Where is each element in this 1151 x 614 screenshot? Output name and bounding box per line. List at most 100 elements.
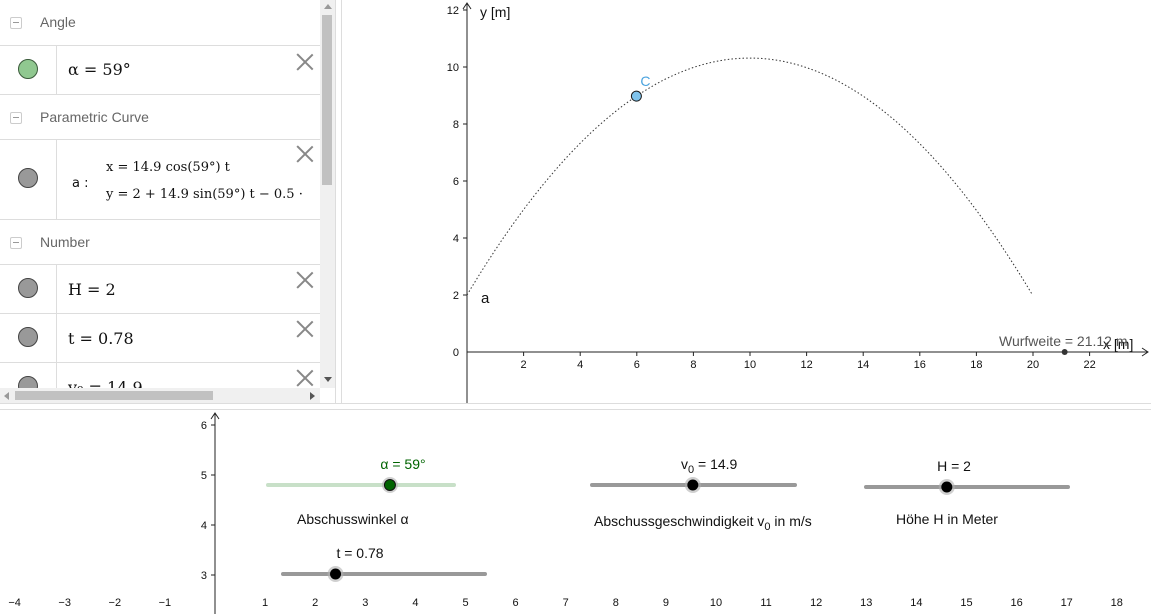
visibility-toggle[interactable] [18,327,38,347]
scroll-down-icon[interactable] [324,377,332,382]
algebra-expression[interactable]: α = 59° [68,60,131,79]
delete-icon[interactable] [296,145,314,163]
wurfweite-label: Wurfweite = 21.12 m [999,333,1128,349]
x-tick-label: 2 [521,359,527,371]
group-number[interactable]: Number [0,219,320,264]
alpha-slider[interactable]: α = 59° Abschusswinkel α [266,456,456,527]
graphics-view-2[interactable]: −4 −3 −2 −1 1 2 3 4 5 6 7 8 9 10 11 12 13 14 15 16 17 183456 … [0,410,1151,614]
collapse-toggle[interactable] [10,17,22,29]
separator [56,46,57,94]
caption-main: Abschussgeschwindigkeit v [594,513,764,529]
group-parametric-curve[interactable]: Parametric Curve [0,94,320,139]
delete-icon[interactable] [296,53,314,71]
y-axis-label: y [m] [480,4,510,20]
curve-x-expression[interactable]: x = 14.9 cos(59°) t [106,160,230,175]
x-tick-label: 2 [312,597,318,609]
algebra-item-alpha[interactable]: α = 59° [0,45,320,94]
slider-knob[interactable] [383,479,396,491]
x-tick-label: 20 [1027,359,1039,371]
x-tick-label: 22 [1083,359,1095,371]
subscript: 0 [764,521,770,533]
scroll-thumb[interactable] [15,391,213,400]
scroll-right-icon[interactable] [310,392,315,400]
landing-point[interactable] [1061,349,1068,355]
x-axis-arrow [1141,347,1149,357]
t-slider[interactable]: t = 0.78 [281,545,487,582]
x-tick-label: 18 [1111,597,1123,609]
x-tick-label: −2 [109,597,122,609]
group-title: Number [40,234,90,250]
scroll-up-icon[interactable] [324,4,332,9]
collapse-toggle[interactable] [10,237,22,249]
v0-slider[interactable]: v0 = 14.9 Abschussgeschwindigkeit v0 in … [590,456,812,533]
separator [56,314,57,362]
slider-caption: Abschussgeschwindigkeit v0 in m/s [594,513,812,533]
x-tick-label: 13 [860,597,872,609]
visibility-toggle[interactable] [18,59,38,79]
caption-rest: in m/s [771,513,812,529]
x-tick-label: −3 [58,597,71,609]
curve-label: a : [72,176,89,191]
x-tick-label: 12 [810,597,822,609]
slider-value-label: H = 2 [937,458,971,474]
algebra-item-t[interactable]: t = 0.78 [0,313,320,362]
subscript: 0 [688,464,694,476]
x-tick-label: 1 [262,597,268,609]
y-tick-label: 8 [453,119,459,131]
x-tick-label: 15 [960,597,972,609]
collapse-toggle[interactable] [10,112,22,124]
x-tick-label: 10 [710,597,722,609]
slider-knob[interactable] [941,481,953,493]
x-tick-label: 11 [760,597,771,609]
delete-icon[interactable] [296,271,314,289]
x-tick-label: 5 [462,597,468,609]
H-slider[interactable]: H = 2 Höhe H in Meter [864,458,1070,527]
slider-value-label: α = 59° [380,456,425,472]
slider-knob[interactable] [330,568,342,580]
visibility-toggle[interactable] [18,168,38,188]
x-tick-label: 3 [362,597,368,609]
group-title: Parametric Curve [40,109,149,125]
separator [56,265,57,313]
vertical-scrollbar[interactable] [320,0,335,388]
view-splitter[interactable] [335,0,342,403]
slider-caption: Abschusswinkel α [297,511,409,527]
y-tick-label: 0 [453,347,459,359]
graphics-view-1[interactable]: 2 4 6 8 10 12 14 16 18 20 22 0 2 4 6 8 10 12 a y [m] x [m… [342,0,1151,403]
x-tick-label: 14 [857,359,869,371]
delete-icon[interactable] [296,320,314,338]
slider-knob[interactable] [687,479,699,491]
value-rest: = 14.9 [694,456,737,472]
x-tick-label: 4 [412,597,418,609]
y-tick-label: 5 [201,470,207,482]
x-tick-label: 14 [910,597,922,609]
algebra-expression[interactable]: H = 2 [68,280,116,299]
y-axis-arrow [210,412,220,420]
scroll-left-icon[interactable] [4,392,9,400]
group-angle[interactable]: Angle [0,0,320,45]
horizontal-scrollbar[interactable] [0,388,320,403]
curve-y-expression[interactable]: y = 2 + 14.9 sin(59°) t − 0.5 · [106,187,303,202]
group-title: Angle [40,14,76,30]
point-c[interactable] [630,90,642,102]
curve-label: a [481,290,490,307]
scroll-thumb[interactable] [322,15,332,185]
x-tick-label: 18 [970,359,982,371]
trajectory-curve[interactable] [466,57,1033,296]
y-axis-arrow [462,2,472,10]
algebra-item-H[interactable]: H = 2 [0,264,320,313]
algebra-expression[interactable]: t = 0.78 [68,329,134,348]
y-tick-label: 6 [453,176,459,188]
y-tick-label: 10 [447,62,459,74]
v-letter: v [681,456,688,472]
visibility-toggle[interactable] [18,278,38,298]
y-tick-label: 4 [201,520,207,532]
delete-icon[interactable] [296,369,314,387]
horizontal-splitter[interactable] [0,403,1151,410]
y-tick-label: 2 [453,290,459,302]
x-tick-label: 6 [634,359,640,371]
x-tick-label: 9 [663,597,669,609]
x-tick-label: 10 [744,359,756,371]
algebra-item-curve-a[interactable]: a : x = 14.9 cos(59°) t y = 2 + 14.9 sin… [0,139,320,219]
x-tick-label: 16 [914,359,926,371]
